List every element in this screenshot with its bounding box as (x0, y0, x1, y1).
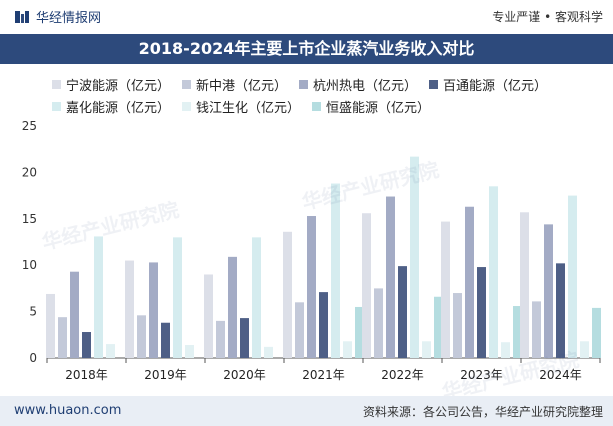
bar (592, 307, 601, 358)
brand[interactable]: 华经情报网 (14, 7, 101, 26)
chart-title: 2018-2024年主要上市企业蒸汽业务收入对比 (0, 34, 613, 64)
bar (173, 237, 182, 358)
bar (161, 322, 170, 358)
legend-swatch (182, 79, 192, 89)
bar (228, 256, 237, 358)
legend-row: 嘉化能源（亿元） 钱江生化（亿元） 恒盛能源（亿元） (52, 95, 572, 117)
bar (465, 206, 474, 358)
legend-item: 钱江生化（亿元） (182, 97, 300, 116)
legend-item: 宁波能源（亿元） (52, 75, 170, 94)
bar (185, 345, 194, 358)
bar (137, 315, 146, 358)
legend-swatch (429, 79, 439, 89)
brand-name: 华经情报网 (36, 11, 102, 26)
bar (46, 293, 55, 358)
y-tick-label: 5 (29, 305, 37, 319)
bar (453, 293, 462, 358)
bar (489, 186, 498, 358)
legend-item: 杭州热电（亿元） (299, 75, 417, 94)
x-tick-label: 2024年 (539, 368, 582, 382)
bar (544, 224, 553, 358)
bar (343, 341, 352, 358)
legend-item: 新中港（亿元） (182, 75, 287, 94)
legend-row: 宁波能源（亿元） 新中港（亿元） 杭州热电（亿元） 百通能源（亿元） (52, 73, 572, 95)
legend-swatch (182, 101, 192, 111)
legend-item: 嘉化能源（亿元） (52, 97, 170, 116)
bar (532, 301, 541, 358)
source-note: 资料来源：各公司公告，华经产业研究院整理 (362, 405, 603, 419)
legend-label: 百通能源（亿元） (443, 78, 548, 94)
legend-swatch (52, 101, 61, 111)
bar (240, 318, 249, 358)
bar (252, 237, 261, 358)
bar (283, 231, 292, 358)
y-tick-label: 25 (22, 119, 37, 133)
legend-label: 新中港（亿元） (196, 78, 288, 94)
bar (374, 288, 383, 358)
bar (568, 195, 577, 358)
bar (386, 196, 395, 358)
x-tick-label: 2022年 (381, 368, 424, 382)
bar (125, 260, 134, 358)
legend-item: 百通能源（亿元） (429, 75, 547, 94)
bar (264, 346, 273, 358)
bar-chart: 0 5 10 15 20 25 2018年 2019年 2020年 2021年 2022年 2023年… (22, 119, 601, 382)
bar (82, 332, 91, 358)
x-tick-label: 2018年 (65, 368, 108, 382)
legend: 宁波能源（亿元） 新中港（亿元） 杭州热电（亿元） 百通能源（亿元） 嘉化能源（亿元）… (52, 73, 572, 117)
legend-label: 钱江生化（亿元） (196, 100, 301, 116)
bar (513, 306, 522, 358)
y-tick-label: 20 (22, 165, 37, 179)
legend-item: 恒盛能源（亿元） (312, 97, 430, 116)
bar (556, 263, 565, 358)
x-tick-label: 2023年 (460, 368, 503, 382)
bar (331, 183, 340, 358)
bar (362, 213, 371, 358)
footer: www.huaon.com 资料来源：各公司公告，华经产业研究院整理 (0, 396, 613, 426)
y-tick-label: 15 (22, 212, 37, 226)
bar (94, 236, 103, 358)
legend-swatch (312, 101, 322, 111)
legend-label: 杭州热电（亿元） (313, 78, 418, 94)
bar (70, 271, 79, 358)
bar (106, 344, 115, 358)
bar (307, 216, 316, 358)
legend-label: 宁波能源（亿元） (66, 78, 171, 94)
bar (434, 296, 443, 358)
bar (520, 212, 529, 358)
legend-label: 嘉化能源（亿元） (66, 100, 171, 116)
y-tick-label: 0 (29, 351, 37, 365)
bar (441, 221, 450, 358)
legend-swatch (52, 79, 61, 89)
slogan: 专业严谨 • 客观科学 (492, 10, 603, 24)
bar (355, 306, 364, 358)
bar (295, 302, 304, 358)
bar (216, 320, 225, 358)
site-link[interactable]: www.huaon.com (14, 403, 122, 418)
x-tick-label: 2021年 (302, 368, 345, 382)
x-tick-label: 2019年 (144, 368, 187, 382)
logo-icon (15, 10, 29, 23)
bar (58, 317, 67, 358)
legend-swatch (299, 79, 309, 89)
bar (149, 262, 158, 358)
x-tick-label: 2020年 (223, 368, 266, 382)
legend-label: 恒盛能源（亿元） (326, 100, 431, 116)
bar (580, 341, 589, 358)
bar (422, 341, 431, 358)
bar (410, 156, 419, 358)
y-tick-label: 10 (22, 258, 37, 272)
bar (501, 342, 510, 358)
bar (398, 266, 407, 358)
bar (477, 267, 486, 358)
top-bar: 华经情报网 专业严谨 • 客观科学 (0, 0, 613, 34)
bar (204, 274, 213, 358)
bar (319, 292, 328, 358)
